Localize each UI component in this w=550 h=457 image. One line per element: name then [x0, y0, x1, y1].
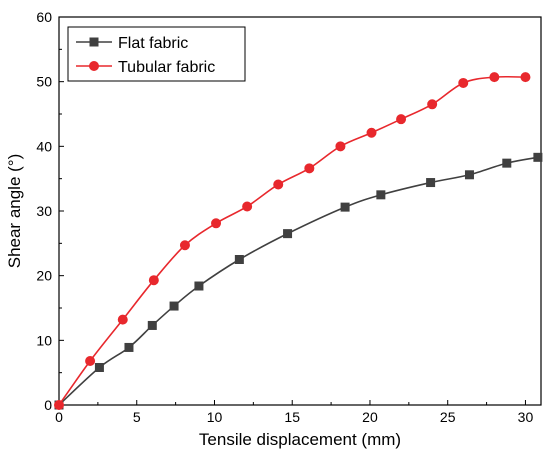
axes-layer: 0 5 10 15 20 25 30 0 10 20 30 40 50 60 — [36, 9, 542, 425]
x-tick-label: 5 — [133, 409, 141, 425]
data-point-flat-fabric — [426, 178, 436, 188]
y-axis-title: Shear angle (°) — [5, 154, 24, 269]
x-tick-label: 30 — [518, 409, 534, 425]
data-point-flat-fabric — [340, 202, 350, 212]
y-tick-label: 50 — [36, 74, 52, 90]
x-tick-label: 25 — [440, 409, 456, 425]
data-point-tubular-fabric — [520, 72, 531, 83]
data-point-flat-fabric — [376, 190, 386, 200]
series-flat-fabric — [54, 152, 543, 410]
data-point-flat-fabric — [124, 342, 134, 352]
data-point-tubular-fabric — [335, 141, 346, 152]
legend: Flat fabric Tubular fabric — [67, 26, 246, 82]
data-point-flat-fabric — [234, 255, 244, 264]
y-tick-label: 30 — [36, 203, 52, 219]
data-point-tubular-fabric — [427, 99, 438, 110]
legend-box — [67, 26, 246, 82]
legend-label-tubular-fabric: Tubular fabric — [118, 59, 215, 76]
data-point-flat-fabric — [283, 229, 293, 239]
data-point-tubular-fabric — [242, 201, 253, 212]
data-point-tubular-fabric — [273, 179, 284, 190]
data-point-flat-fabric — [464, 170, 474, 180]
data-point-tubular-fabric — [148, 275, 159, 286]
data-point-tubular-fabric — [366, 127, 377, 138]
legend-marker-tubular-fabric — [89, 61, 99, 71]
data-point-flat-fabric — [194, 281, 204, 291]
data-point-tubular-fabric — [458, 77, 469, 88]
x-tick-label: 15 — [284, 409, 300, 425]
series-tubular-fabric — [54, 72, 531, 410]
data-point-flat-fabric — [147, 320, 157, 330]
y-tick-label: 60 — [36, 9, 52, 25]
plot-layer — [54, 72, 543, 410]
data-point-tubular-fabric — [489, 72, 500, 83]
legend-marker-flat-fabric — [89, 37, 99, 47]
y-tick-label: 10 — [36, 332, 52, 348]
data-point-flat-fabric — [533, 152, 543, 162]
data-point-flat-fabric — [169, 301, 179, 311]
data-point-flat-fabric — [94, 362, 104, 372]
data-point-tubular-fabric — [117, 314, 128, 325]
y-tick-label: 0 — [44, 397, 52, 413]
y-tick-label: 40 — [36, 138, 52, 154]
data-point-tubular-fabric — [54, 400, 64, 410]
data-point-tubular-fabric — [211, 218, 222, 229]
x-axis-title: Tensile displacement (mm) — [199, 430, 401, 449]
data-point-tubular-fabric — [396, 114, 407, 125]
x-tick-label: 0 — [55, 409, 63, 425]
legend-label-flat-fabric: Flat fabric — [118, 35, 188, 52]
y-tick-label: 20 — [36, 268, 52, 284]
x-tick-label: 20 — [362, 409, 378, 425]
data-point-tubular-fabric — [304, 163, 315, 174]
series-line-flat-fabric — [58, 156, 539, 406]
data-point-tubular-fabric — [179, 240, 190, 251]
data-point-tubular-fabric — [85, 356, 96, 367]
x-tick-label: 10 — [207, 409, 223, 425]
series-line-tubular-fabric — [58, 75, 526, 406]
data-point-flat-fabric — [502, 158, 512, 168]
